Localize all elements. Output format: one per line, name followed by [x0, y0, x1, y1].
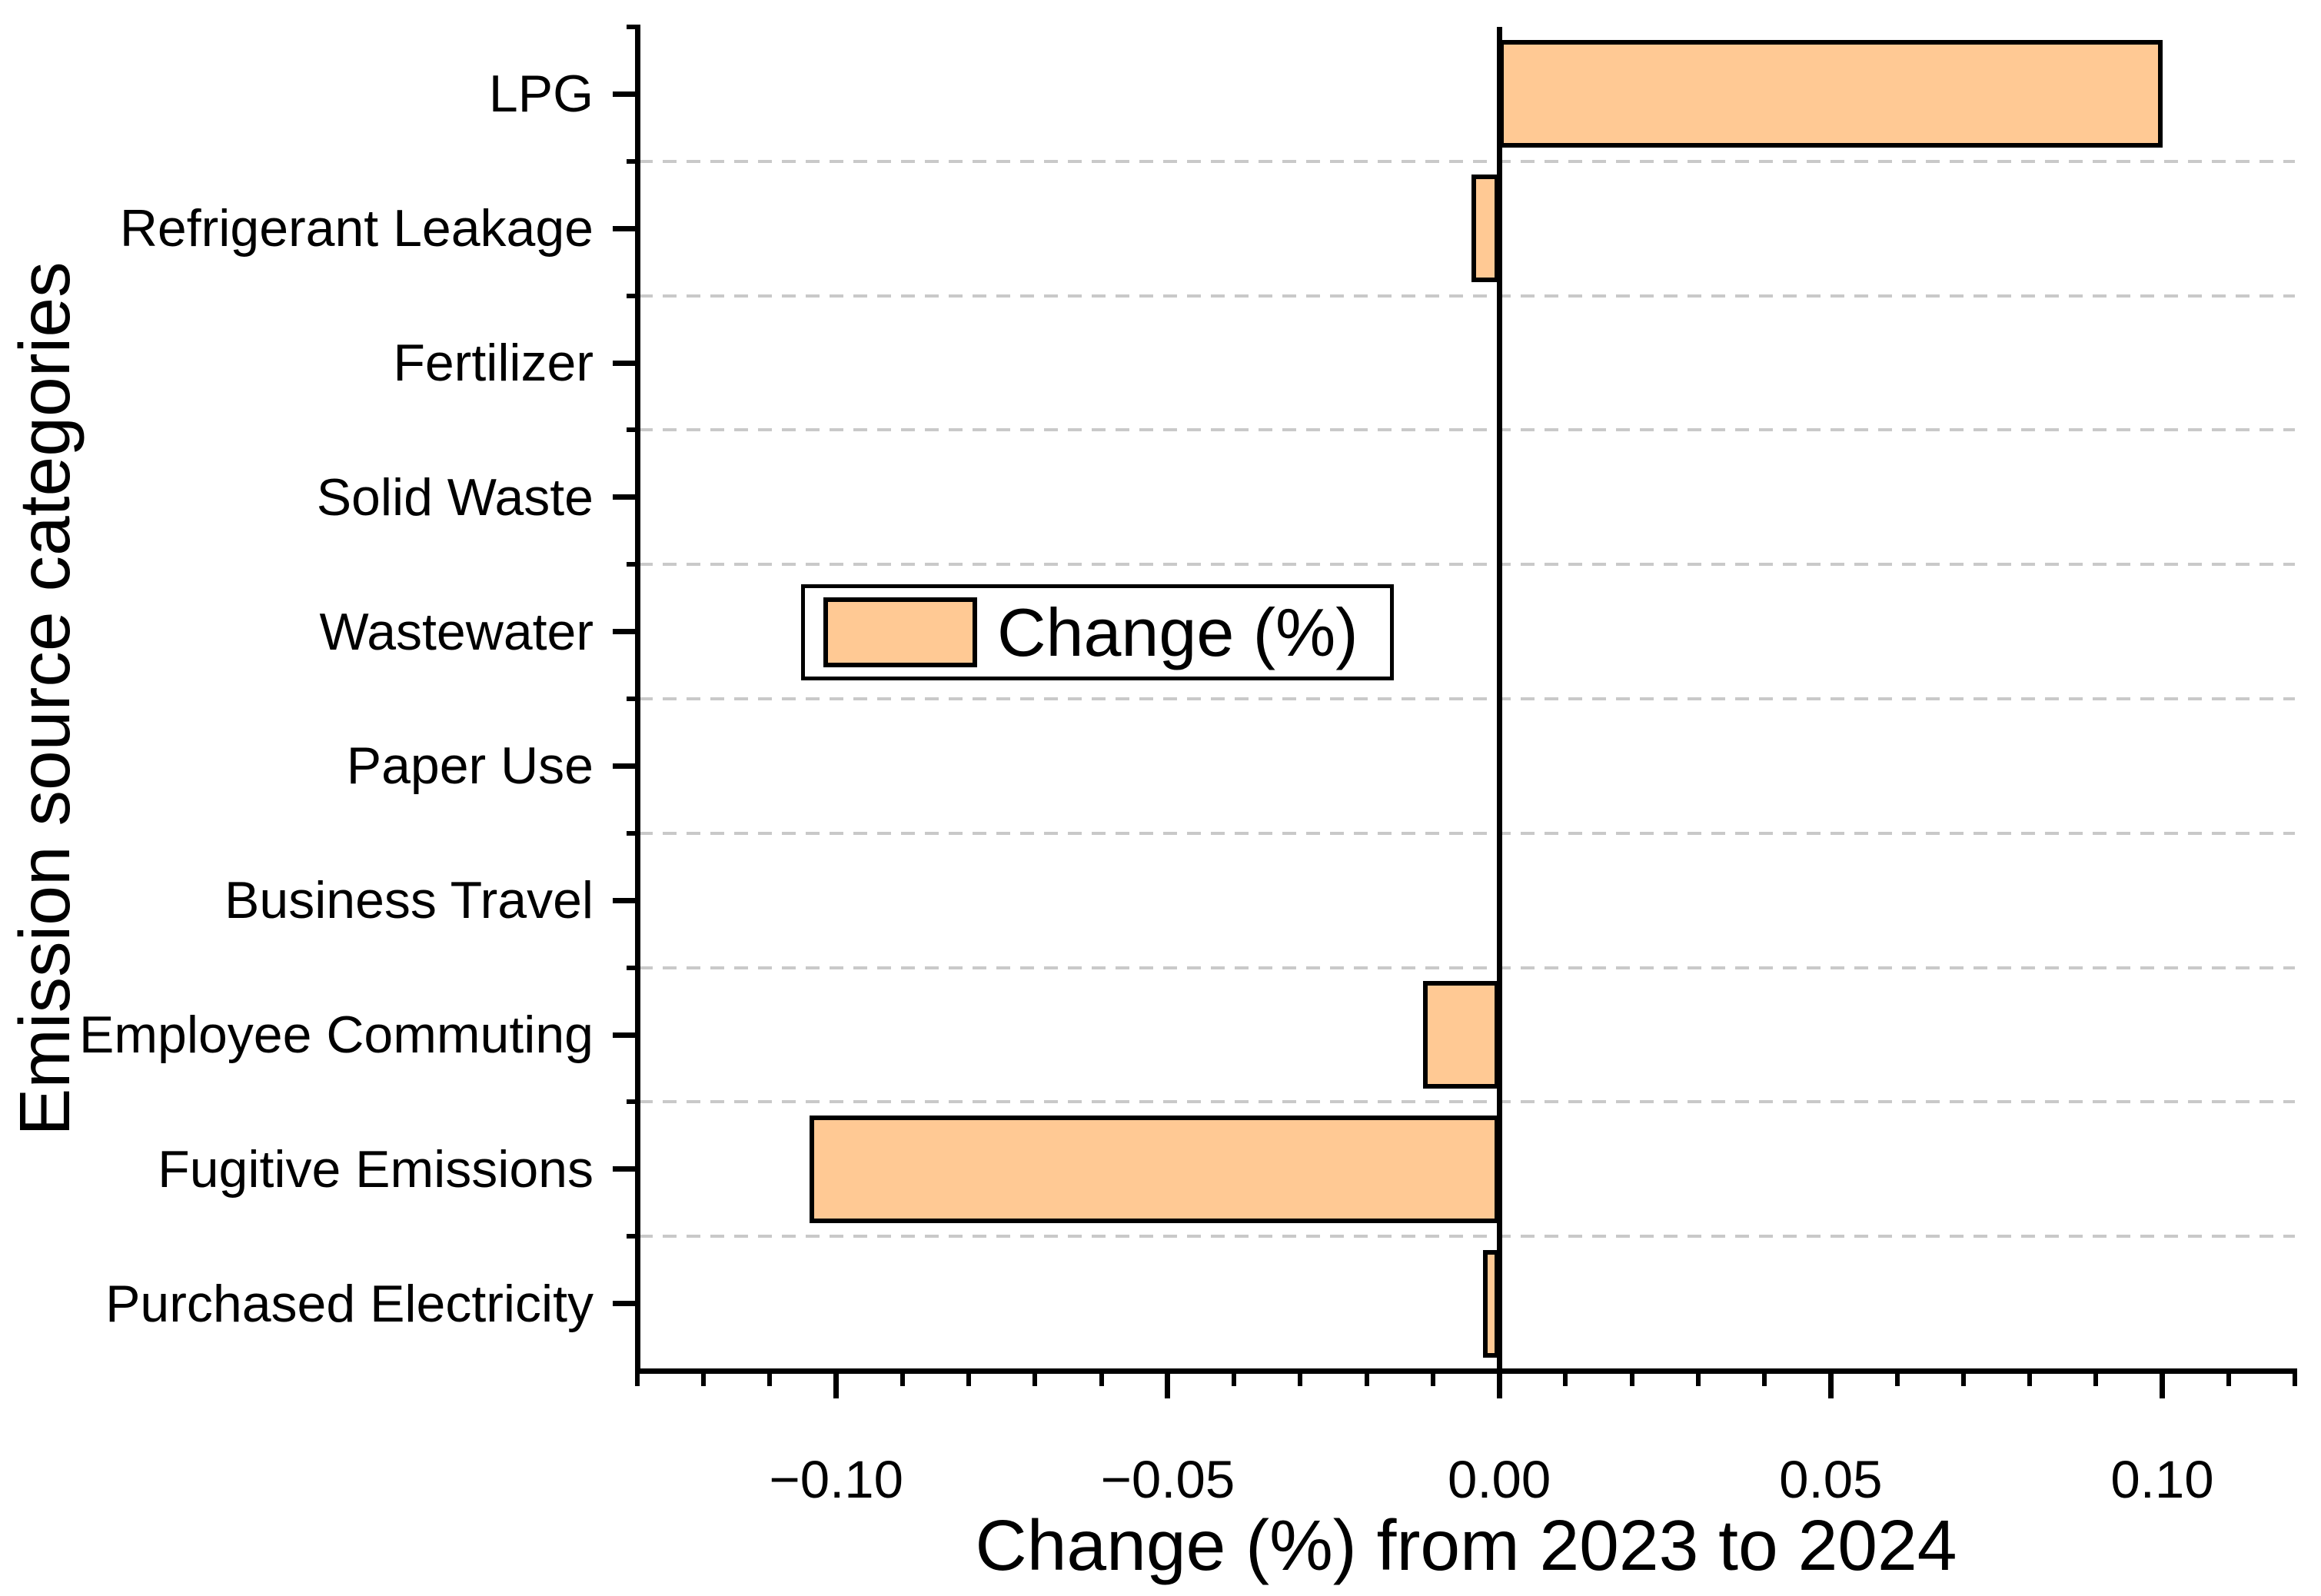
x-minor-tick	[1364, 1371, 1369, 1386]
bar-employee-commuting	[1422, 981, 1500, 1089]
gridline	[639, 563, 2295, 567]
x-minor-tick	[1960, 1371, 1966, 1386]
x-axis-spine	[635, 1368, 2297, 1374]
y-major-tick	[613, 897, 637, 903]
x-minor-tick	[767, 1371, 773, 1386]
bar-lpg	[1499, 40, 2163, 148]
gridline	[639, 159, 2295, 163]
y-tick-label: Employee Commuting	[79, 1006, 594, 1064]
x-tick-label: −0.10	[769, 1450, 904, 1509]
x-axis-title: Change (%) from 2023 to 2024	[975, 1505, 1957, 1585]
x-major-tick	[2160, 1371, 2166, 1398]
y-minor-tick	[627, 25, 637, 29]
y-major-tick	[613, 1166, 637, 1172]
x-minor-tick	[1894, 1371, 1900, 1386]
y-tick-label: Business Travel	[224, 871, 594, 930]
x-minor-tick	[2027, 1371, 2033, 1386]
y-minor-tick	[627, 427, 637, 433]
gridline	[639, 831, 2295, 835]
y-tick-label: Refrigerant Leakage	[119, 199, 594, 258]
x-minor-tick	[966, 1371, 972, 1386]
legend-color-swatch	[823, 597, 977, 667]
gridline	[639, 697, 2295, 700]
x-tick-label: 0.05	[1779, 1450, 1883, 1509]
y-tick-label: Fertilizer	[393, 334, 594, 392]
y-major-tick	[613, 1301, 637, 1307]
y-tick-label: Wastewater	[319, 602, 594, 661]
x-minor-tick	[2293, 1371, 2297, 1386]
bar-refrigerant-leakage	[1471, 175, 1500, 283]
x-major-tick	[1827, 1371, 1834, 1398]
y-tick-label: Fugitive Emissions	[158, 1139, 594, 1199]
y-major-tick	[613, 494, 637, 500]
zero-baseline	[1496, 27, 1502, 1374]
x-minor-tick	[1232, 1371, 1237, 1386]
x-minor-tick	[1430, 1371, 1435, 1386]
y-axis-title: Emission source categories	[5, 261, 85, 1136]
y-axis-spine	[635, 25, 640, 1374]
x-minor-tick	[2093, 1371, 2099, 1386]
x-minor-tick	[1762, 1371, 1767, 1386]
gridline	[639, 1100, 2295, 1104]
x-minor-tick	[701, 1371, 707, 1386]
gridline	[639, 294, 2295, 298]
y-major-tick	[613, 225, 637, 231]
y-minor-tick	[627, 158, 637, 164]
x-minor-tick	[1298, 1371, 1303, 1386]
y-minor-tick	[627, 697, 637, 701]
x-minor-tick	[635, 1371, 640, 1386]
x-tick-label: 0.00	[1447, 1450, 1551, 1509]
y-tick-label: Paper Use	[346, 736, 594, 796]
gridline	[639, 1235, 2295, 1239]
x-minor-tick	[1629, 1371, 1634, 1386]
y-minor-tick	[627, 1099, 637, 1105]
y-major-tick	[613, 1032, 637, 1038]
x-major-tick	[833, 1371, 840, 1398]
y-minor-tick	[627, 965, 637, 970]
x-minor-tick	[2226, 1371, 2231, 1386]
y-major-tick	[613, 91, 637, 97]
x-minor-tick	[899, 1371, 905, 1386]
x-major-tick	[1496, 1371, 1502, 1398]
y-major-tick	[613, 763, 637, 769]
y-minor-tick	[627, 293, 637, 298]
x-tick-label: 0.10	[2110, 1450, 2214, 1509]
gridline	[639, 966, 2295, 969]
x-tick-label: −0.05	[1100, 1450, 1235, 1509]
x-minor-tick	[1563, 1371, 1568, 1386]
y-tick-label: Purchased Electricity	[105, 1274, 594, 1333]
y-tick-label: Solid Waste	[316, 467, 594, 527]
gridline	[639, 428, 2295, 432]
y-major-tick	[613, 629, 637, 635]
x-minor-tick	[1099, 1371, 1104, 1386]
legend: Change (%)	[801, 584, 1394, 680]
bar-fugitive-emissions	[810, 1115, 1500, 1223]
y-minor-tick	[627, 562, 637, 567]
x-minor-tick	[1032, 1371, 1038, 1386]
x-minor-tick	[1695, 1371, 1701, 1386]
y-tick-label: LPG	[488, 65, 594, 124]
y-minor-tick	[627, 1234, 637, 1239]
y-major-tick	[613, 360, 637, 366]
y-minor-tick	[627, 830, 637, 836]
legend-label: Change (%)	[997, 594, 1358, 670]
x-major-tick	[1165, 1371, 1171, 1398]
